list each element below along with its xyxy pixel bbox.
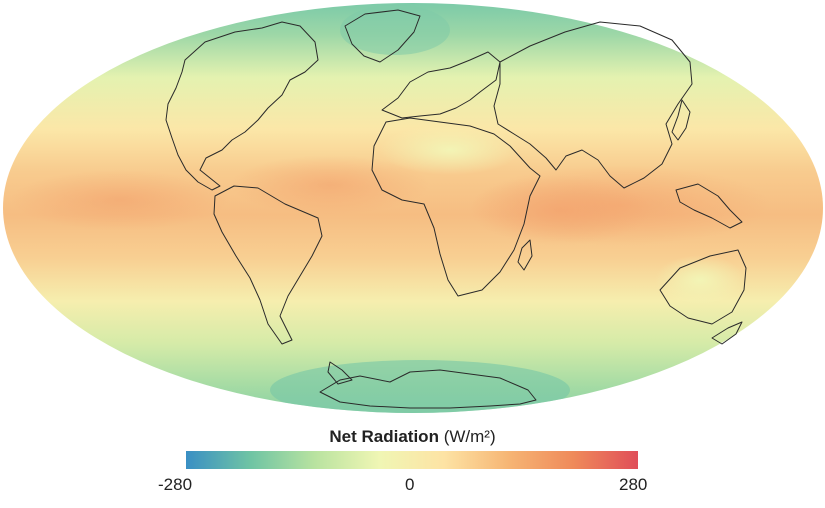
warm-region-east-pacific [10, 170, 230, 230]
cool-region-sahara [380, 125, 520, 175]
legend-mid-label: 0 [405, 475, 415, 494]
coastline-africa [371, 117, 541, 297]
legend-title-unit: (W/m²) [443, 427, 496, 446]
coastline-new-zealand [711, 321, 743, 345]
coastline-north-america [165, 21, 319, 191]
legend-title: Net Radiation (W/m²) [0, 427, 825, 447]
warm-region-atlantic [230, 155, 430, 215]
net-radiation-map [3, 3, 823, 413]
coastline-greenland [344, 9, 421, 63]
coastline-madagascar [517, 239, 533, 271]
coastline-southeast-asia [675, 183, 743, 229]
cool-region-australia [655, 255, 745, 305]
color-scale-bar [186, 451, 638, 469]
coastline-japan [671, 99, 691, 141]
cool-region-antarctica [270, 360, 570, 413]
coastlines [165, 9, 747, 409]
coastline-antarctica [319, 369, 537, 409]
coastline-asia [493, 21, 693, 189]
coastline-australia [659, 249, 747, 325]
legend-min-label: -280 [158, 475, 193, 494]
coastline-antarctic-peninsula [327, 361, 353, 385]
coastline-south-america [213, 185, 323, 345]
legend-title-name: Net Radiation [329, 427, 439, 446]
coastline-europe [381, 51, 501, 119]
legend-max-label: 280 [619, 475, 648, 494]
warm-region-indian-ocean [470, 175, 650, 245]
cool-region-greenland [340, 5, 450, 55]
